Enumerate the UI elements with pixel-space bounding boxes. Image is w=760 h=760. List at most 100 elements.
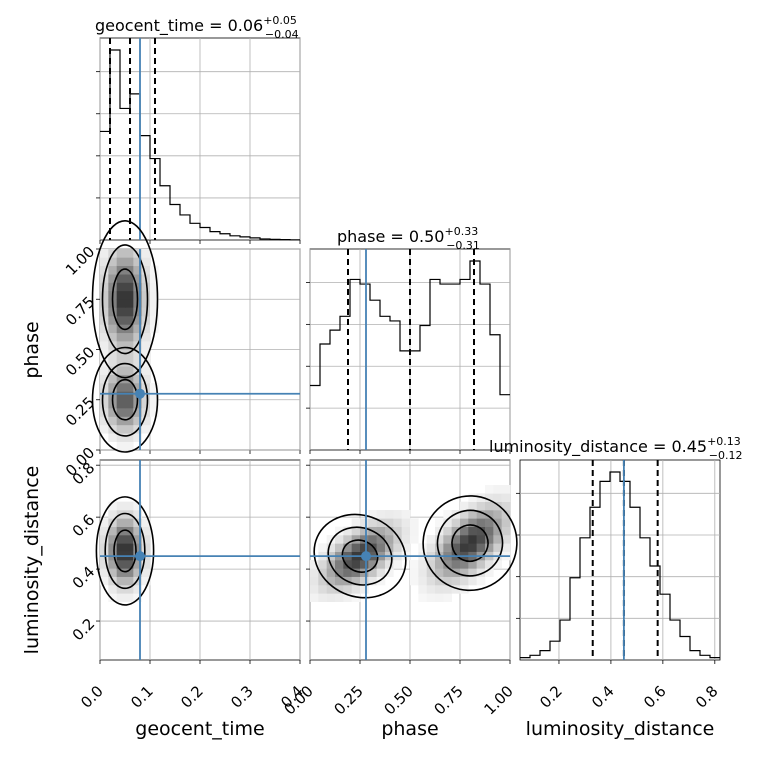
scatter-phase-ld-density-cell-107 xyxy=(343,560,352,569)
scatter-phase-ld-density-cell-416 xyxy=(451,585,461,594)
scatter-phase-ld-density-cell-302 xyxy=(410,535,419,544)
axis-y-luminosity-distance-yticklabel-2: 0.6 xyxy=(69,511,99,541)
scatter-phase-ld-density-cell-129 xyxy=(351,576,361,586)
scatter-gt-phase-density-cell-106 xyxy=(133,357,142,367)
scatter-gt-phase-density-cell-39 xyxy=(108,316,117,325)
scatter-gt-phase-density-cell-10 xyxy=(100,357,109,367)
scatter-phase-ld-density-cell-491 xyxy=(476,560,486,569)
scatter-gt-phase-density-cell-100 xyxy=(133,408,142,417)
scatter-gt-phase-density-cell-68 xyxy=(116,274,126,283)
scatter-phase-ld-density-cell-494 xyxy=(476,535,486,544)
scatter-gt-phase-density-cell-111 xyxy=(133,316,142,325)
scatter-gt-phase-density-cell-19 xyxy=(100,282,109,292)
scatter-gt-ld-density-cell-62 xyxy=(116,535,126,544)
panel-geocent-time-vs-phase: 0.000.250.500.751.00 xyxy=(62,220,301,480)
scatter-phase-ld-density-cell-524 xyxy=(485,485,494,494)
scatter-gt-phase-density-cell-60 xyxy=(116,341,126,350)
scatter-phase-ld-density-cell-8 xyxy=(310,585,319,594)
scatter-phase-ld-contour-1-2 xyxy=(422,495,518,592)
scatter-phase-ld-density-cell-401 xyxy=(443,510,452,519)
scatter-phase-ld-density-cell-31 xyxy=(318,593,327,602)
scatter-gt-phase-density-cell-85 xyxy=(125,332,134,342)
ylabel-phase: phase xyxy=(21,321,43,378)
scatter-phase-ld-density-cell-136 xyxy=(351,518,361,527)
panel-geocent-time-vs-luminosity-distance: 0.0 0.1 0.2 0.3 0.40.20.40.60.8 xyxy=(69,459,307,712)
scatter-phase-ld-density-cell-450 xyxy=(460,501,469,511)
scatter-phase-ld-density-cell-346 xyxy=(426,568,436,577)
scatter-gt-phase-density-cell-123 xyxy=(141,416,151,426)
scatter-gt-phase-density-cell-6 xyxy=(100,391,109,401)
scatter-gt-phase-density-cell-163 xyxy=(150,282,159,292)
scatter-phase-ld-density-cell-371 xyxy=(435,560,444,569)
scatter-gt-phase-density-cell-109 xyxy=(133,332,142,342)
scatter-phase-ld-density-cell-159 xyxy=(360,526,369,536)
axis-x-luminosity-distance-xticklabel-0: 0.2 xyxy=(536,682,566,712)
scatter-phase-ld-density-cell-518 xyxy=(485,535,494,544)
scatter-phase-ld-density-cell-109 xyxy=(343,543,352,552)
xlabel-luminosity-distance: luminosity_distance xyxy=(526,718,715,740)
scatter-gt-phase-density-cell-22 xyxy=(100,257,109,267)
scatter-gt-phase-density-cell-2 xyxy=(100,424,109,434)
scatter-phase-ld-density-cell-34 xyxy=(318,568,327,577)
scatter-phase-ld-density-cell-209 xyxy=(376,510,386,519)
scatter-gt-ld-density-cell-31 xyxy=(108,593,117,602)
scatter-phase-ld-density-cell-391 xyxy=(443,593,452,602)
scatter-phase-ld-density-cell-179 xyxy=(368,560,377,569)
axis-x-phase-xticklabel-2: 0.50 xyxy=(380,682,416,718)
scatter-phase-ld-density-cell-521 xyxy=(485,510,494,519)
scatter-gt-phase-density-cell-51 xyxy=(116,416,126,426)
axis-y-phase-yticklabel-4: 1.00 xyxy=(62,243,98,279)
scatter-gt-ld-density-cell-41 xyxy=(108,510,117,519)
scatter-gt-phase-density-cell-25 xyxy=(108,433,117,442)
scatter-gt-ld-density-cell-14 xyxy=(100,535,109,544)
scatter-phase-ld-density-cell-251 xyxy=(393,560,402,569)
axis-x-phase-xticklabel-3: 0.75 xyxy=(430,682,466,718)
scatter-phase-ld-density-cell-542 xyxy=(493,535,502,544)
scatter-gt-phase-density-cell-14 xyxy=(100,324,109,334)
scatter-gt-phase-density-cell-150 xyxy=(150,391,159,401)
scatter-phase-ld-density-cell-177 xyxy=(368,576,377,586)
scatter-phase-ld-density-cell-345 xyxy=(426,576,436,586)
scatter-gt-phase-density-cell-159 xyxy=(150,316,159,325)
axis-x-geocent-time-xticklabel-0: 0.0 xyxy=(77,682,107,712)
scatter-gt-phase-density-cell-115 xyxy=(133,282,142,292)
scatter-phase-ld-density-cell-304 xyxy=(410,518,419,527)
scatter-gt-phase-density-cell-160 xyxy=(150,307,159,317)
axis-x-geocent-time-xticklabel-1: 0.1 xyxy=(127,682,157,712)
scatter-phase-ld-density-cell-227 xyxy=(385,560,394,569)
scatter-gt-phase-density-cell-139 xyxy=(141,282,151,292)
scatter-gt-ld-density-cell-133 xyxy=(141,543,151,552)
xlabel-phase: phase xyxy=(381,718,438,740)
scatter-phase-ld-density-cell-133 xyxy=(351,543,361,552)
scatter-phase-ld-density-cell-135 xyxy=(351,526,361,536)
axis-x-phase-xticklabel-0: 0.00 xyxy=(280,682,316,718)
scatter-gt-phase-density-cell-57 xyxy=(116,366,126,375)
scatter-gt-phase-contour-0-1 xyxy=(101,244,149,355)
scatter-phase-ld-density-cell-392 xyxy=(443,585,452,594)
scatter-phase-ld-density-cell-226 xyxy=(385,568,394,577)
scatter-gt-phase-density-cell-148 xyxy=(150,408,159,417)
scatter-phase-ld-density-cell-182 xyxy=(368,535,377,544)
scatter-phase-ld-density-cell-545 xyxy=(493,510,502,519)
panel-geocent-time-histogram xyxy=(96,37,301,244)
scatter-gt-phase-density-cell-28 xyxy=(108,408,117,417)
scatter-phase-ld-density-cell-546 xyxy=(493,501,502,511)
scatter-phase-ld-density-cell-128 xyxy=(351,585,361,594)
scatter-phase-ld-density-cell-256 xyxy=(393,518,402,527)
scatter-phase-ld-density-cell-571 xyxy=(501,493,511,502)
scatter-gt-ld-density-cell-57 xyxy=(116,576,126,586)
scatter-phase-ld-density-cell-519 xyxy=(485,526,494,536)
scatter-gt-phase-density-cell-78 xyxy=(125,391,134,401)
scatter-phase-ld-density-cell-373 xyxy=(435,543,444,552)
scatter-gt-phase-density-cell-89 xyxy=(125,299,134,308)
scatter-gt-phase-density-cell-54 xyxy=(116,391,126,401)
scatter-gt-phase-density-cell-16 xyxy=(100,307,109,317)
scatter-phase-ld-density-cell-205 xyxy=(376,543,386,552)
scatter-phase-ld-density-cell-297 xyxy=(410,576,419,586)
scatter-gt-phase-density-cell-97 xyxy=(133,433,142,442)
scatter-gt-phase-density-cell-110 xyxy=(133,324,142,334)
scatter-phase-ld-density-cell-254 xyxy=(393,535,402,544)
scatter-phase-ld-density-cell-157 xyxy=(360,543,369,552)
scatter-gt-phase-density-cell-45 xyxy=(108,265,117,275)
scatter-phase-ld-density-cell-153 xyxy=(360,576,369,586)
